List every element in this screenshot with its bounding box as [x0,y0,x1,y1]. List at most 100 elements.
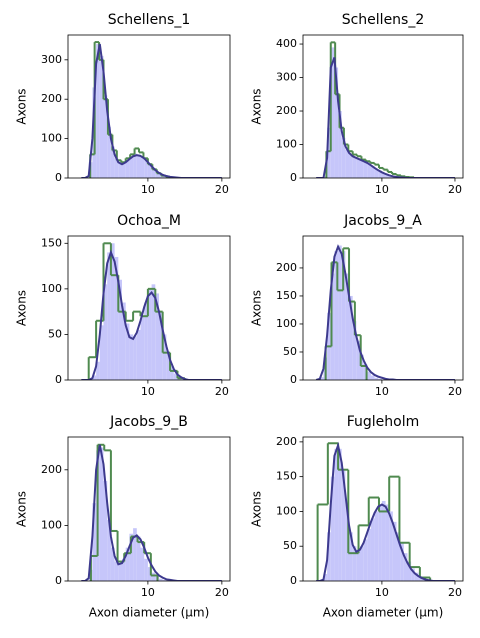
x-axis-label: Axon diameter (µm) [89,606,210,620]
hist-bar [327,127,331,178]
y-tick-label: 150 [276,289,297,302]
hist-bar [99,325,104,380]
y-tick-label: 200 [276,104,297,117]
hist-bar [181,379,185,380]
plot-area [316,441,455,581]
x-tick-label: 10 [141,183,155,196]
hist-bar [170,366,174,380]
hist-bar [144,302,148,380]
hist-bar [349,295,353,380]
hist-bar [345,149,350,178]
x-tick-label: 20 [215,385,229,398]
hist-bar [158,578,163,581]
hist-bar [374,511,379,581]
hist-bar [129,334,134,380]
hist-bar [374,168,379,178]
y-tick-label: 0 [55,574,62,587]
x-tick-label: 20 [215,586,229,599]
hist-bar [122,302,126,380]
hist-bar [151,284,156,380]
chart-title: Schellens_1 [108,12,191,28]
x-tick-label: 10 [375,183,389,196]
hist-bar [99,447,104,581]
hist-bar [378,170,382,178]
chart-title: Ochoa_M [117,213,181,229]
axes-frame [67,235,231,381]
x-tick-label: 10 [141,586,155,599]
y-axis-label: Axons [250,88,264,124]
hist-bar [367,528,371,581]
hist-bar [378,378,382,380]
hist-bar [140,547,145,581]
hist-bar [345,273,350,380]
hist-bar [140,156,145,178]
hist-bar [110,547,115,581]
hist-bar [166,352,171,380]
hist-bar [107,252,111,380]
y-tick-label: 50 [283,345,297,358]
y-axis-label: Axons [15,290,29,326]
x-tick-label: 20 [448,385,462,398]
hist-bar [338,448,342,581]
hist-bar [378,504,382,581]
hist-bar [144,160,148,178]
hist-bar [341,137,346,178]
y-axis-label: Axons [15,88,29,124]
plot-area [81,242,222,380]
hist-bar [151,572,156,581]
y-tick-label: 300 [41,53,62,66]
hist-bar [129,156,134,178]
hist-bar [389,511,393,581]
hist-bar [125,323,130,380]
x-tick-label: 20 [448,183,462,196]
hist-bar [110,243,115,380]
y-tick-label: 100 [41,132,62,145]
hist-bar [118,564,122,581]
hist-bar [352,546,357,581]
hist-bar [352,321,357,380]
hist-bar [162,579,167,581]
axes-frame [67,34,231,179]
hist-bar [367,371,371,380]
hist-bar [363,539,368,581]
hist-bar [125,547,130,581]
hist-bar [155,171,159,178]
hist-bar [136,154,141,178]
hist-bar [99,55,104,178]
panel: 0 100 200 10 20 Jacobs_9_B Axons Axon diameter … [15,414,231,620]
hist-bar [114,561,119,581]
y-tick-label: 200 [276,261,297,274]
plot-area [81,443,222,581]
fit-curve [81,43,222,178]
hist-bar [147,164,152,178]
hist-bar [136,536,141,581]
hist-bar [370,375,375,380]
hist-bar [370,166,375,178]
y-axis-label: Axons [15,491,29,527]
panel: 0 50 100 150 200 10 20 Fugleholm Axons Axon diame… [250,414,464,620]
y-tick-label: 400 [276,37,297,50]
hist-bar [345,504,350,581]
hist-bar [403,553,408,581]
hist-bar [144,558,148,581]
hist-bar [103,284,108,380]
hist-bar [334,251,339,380]
hist-bar [349,154,353,178]
x-tick-label: 20 [448,586,462,599]
hist-bar [334,67,339,178]
hist-bar [381,172,386,178]
x-tick-label: 10 [375,385,389,398]
hist-bar [356,158,360,178]
hist-bar [151,168,156,178]
panel: 0 100 200 300 400 10 20 Schellens_2 Axons [250,12,464,196]
hist-bar [414,572,419,581]
panel: 0 50 100 150 10 20 Ochoa_M Axons [15,213,231,398]
hist-bar [319,377,324,380]
panel: 0 50 100 150 200 10 20 Jacobs_9_A Axons [250,213,464,398]
hist-bar [173,373,178,380]
y-tick-label: 200 [41,92,62,105]
hist-bar [147,288,152,380]
hist-bar [418,576,423,581]
hist-bar [96,44,100,178]
hist-bar [400,542,404,581]
